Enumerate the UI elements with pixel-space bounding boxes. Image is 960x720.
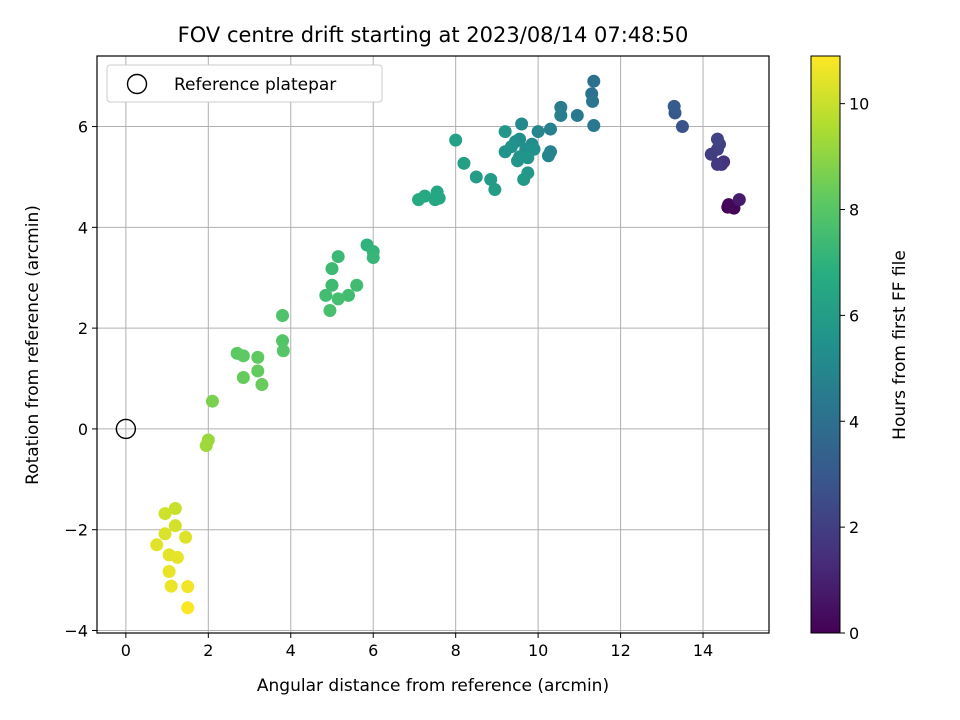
data-point	[276, 334, 290, 348]
data-point	[554, 108, 568, 122]
colorbar-gradient	[810, 55, 841, 634]
data-point	[150, 538, 164, 552]
data-point	[587, 74, 601, 88]
x-tick-label: 6	[368, 641, 378, 660]
colorbar-tick-label: 8	[849, 201, 859, 220]
data-point	[488, 183, 502, 197]
x-tick-label: 0	[121, 641, 131, 660]
data-point	[205, 394, 219, 408]
data-point	[199, 439, 213, 453]
y-axis-ticks: −4 −2 0 2 4 6	[64, 118, 97, 640]
data-point	[323, 303, 337, 317]
data-point	[517, 172, 531, 186]
colorbar-tick-label: 6	[849, 306, 859, 325]
data-point	[366, 251, 380, 265]
x-tick-label: 12	[610, 641, 630, 660]
data-point	[521, 151, 535, 165]
reference-platepar-marker	[115, 418, 137, 440]
data-point	[168, 502, 182, 516]
data-point	[515, 117, 529, 131]
x-axis-label: Angular distance from reference (arcmin)	[257, 676, 609, 696]
data-point	[331, 250, 345, 264]
y-tick-label: −4	[64, 621, 88, 640]
data-point	[341, 288, 355, 302]
data-point	[543, 122, 557, 136]
data-point	[325, 278, 339, 292]
data-point	[484, 172, 498, 186]
y-tick-label: 0	[78, 420, 88, 439]
data-point	[181, 601, 195, 615]
data-point	[531, 125, 545, 139]
x-tick-label: 2	[203, 641, 213, 660]
data-point	[469, 170, 483, 184]
legend-reference-marker	[126, 73, 148, 95]
colorbar-tick-label: 10	[849, 95, 869, 114]
y-axis-label: Rotation from reference (arcmin)	[23, 205, 43, 485]
x-tick-label: 10	[528, 641, 548, 660]
data-point	[498, 125, 512, 139]
data-point	[276, 309, 290, 323]
reference-point	[115, 418, 137, 440]
data-point	[168, 519, 182, 533]
data-point	[710, 132, 724, 146]
data-point	[428, 193, 442, 207]
data-point	[412, 193, 426, 207]
data-point	[331, 292, 345, 306]
data-point	[732, 193, 746, 207]
x-tick-label: 14	[693, 641, 713, 660]
grid	[97, 56, 769, 633]
data-point	[251, 364, 265, 378]
data-point	[236, 371, 250, 385]
colorbar-ticks: 0 2 4 6 8 10	[840, 95, 869, 643]
colorbar: 0 2 4 6 8 10 Hours from first FF file	[810, 55, 910, 643]
colorbar-tick-label: 0	[849, 624, 859, 643]
data-point	[251, 350, 265, 364]
legend-entry-reference: Reference platepar	[174, 75, 336, 95]
data-point	[587, 119, 601, 133]
data-point	[457, 156, 471, 170]
data-point	[710, 157, 724, 171]
y-tick-label: −2	[64, 521, 88, 540]
data-point	[255, 378, 269, 392]
data-point	[319, 288, 333, 302]
data-point	[675, 120, 689, 134]
data-point	[541, 149, 555, 163]
chart-title: FOV centre drift starting at 2023/08/14 …	[178, 23, 689, 47]
data-point	[158, 527, 172, 541]
data-point	[179, 530, 193, 544]
data-points	[150, 74, 746, 615]
colorbar-tick-label: 4	[849, 412, 859, 431]
data-point	[498, 145, 512, 159]
data-point	[170, 550, 184, 564]
y-tick-label: 6	[78, 118, 88, 137]
colorbar-label: Hours from first FF file	[890, 250, 910, 440]
data-point	[276, 344, 290, 358]
data-point	[449, 133, 463, 147]
data-point	[570, 108, 584, 122]
legend: Reference platepar	[106, 64, 383, 103]
x-axis-ticks: 0 2 4 6 8 10 12 14	[121, 633, 713, 660]
data-point	[350, 278, 364, 292]
data-point	[511, 154, 525, 168]
data-point	[722, 198, 736, 212]
data-point	[162, 565, 176, 579]
data-point	[236, 349, 250, 363]
data-point	[164, 579, 178, 593]
plot-frame	[96, 55, 770, 634]
legend-box	[106, 64, 383, 103]
data-point	[181, 580, 195, 594]
y-tick-label: 2	[78, 319, 88, 338]
x-tick-label: 4	[286, 641, 296, 660]
y-tick-label: 4	[78, 218, 88, 237]
data-point	[158, 507, 172, 521]
data-point	[325, 262, 339, 276]
colorbar-tick-label: 2	[849, 518, 859, 537]
data-point	[667, 99, 681, 113]
data-point	[586, 94, 600, 108]
x-tick-label: 8	[451, 641, 461, 660]
